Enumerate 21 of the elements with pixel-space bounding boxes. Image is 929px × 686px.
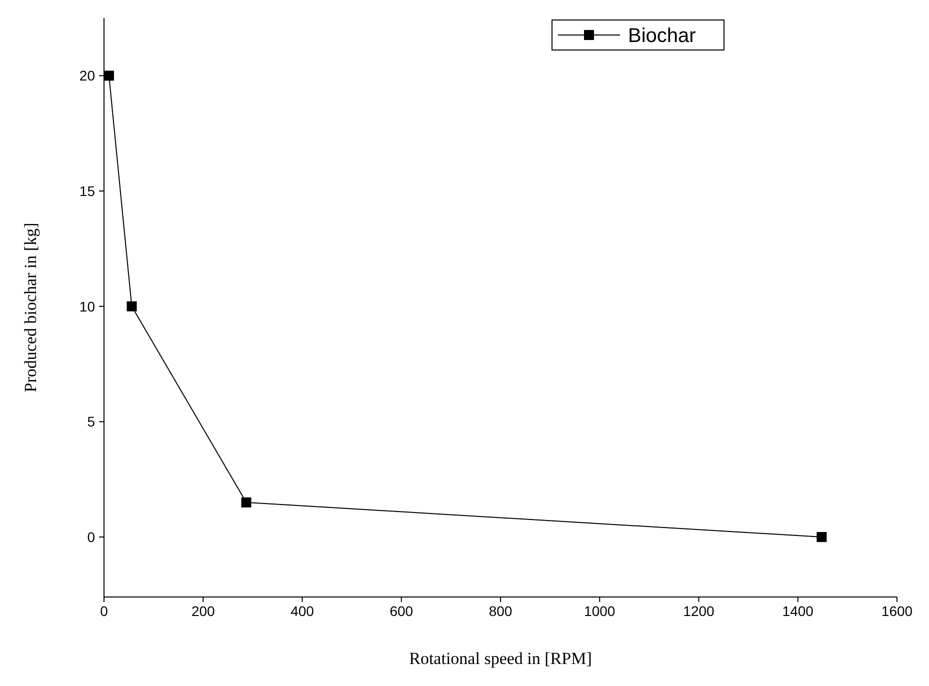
- x-tick-label: 1400: [782, 603, 814, 619]
- y-tick-label: 0: [87, 529, 96, 546]
- y-tick-label: 15: [79, 183, 96, 200]
- point: [104, 70, 114, 81]
- x-tick-label: 1000: [584, 603, 616, 619]
- x-tick-label: 800: [488, 603, 512, 619]
- x-tick-label: 1200: [683, 603, 715, 619]
- legend-label: Biochar: [628, 25, 696, 47]
- point: [816, 532, 827, 542]
- y-axis-title: Produced biochar in [kg]: [21, 222, 40, 392]
- y-tick-label: 20: [79, 68, 96, 84]
- y-tick-label: 5: [87, 414, 96, 430]
- y-tick-label: 10: [79, 298, 96, 314]
- point: [241, 497, 252, 508]
- point: [126, 301, 137, 312]
- x-tick-label: 200: [191, 603, 216, 619]
- x-tick-label: 600: [390, 603, 414, 619]
- x-tick-label: 400: [290, 603, 314, 619]
- x-axis-title: Rotational speed in [RPM]: [409, 649, 592, 668]
- x-tick-label: 1600: [881, 603, 913, 619]
- x-tick-label: 0: [100, 603, 108, 619]
